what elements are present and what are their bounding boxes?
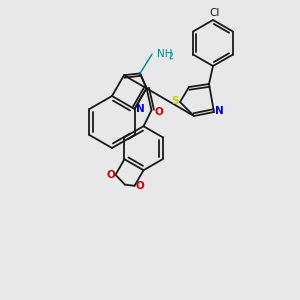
Text: Cl: Cl [210, 8, 220, 18]
Text: S: S [171, 96, 179, 106]
Text: NH: NH [157, 49, 172, 59]
Text: N: N [214, 106, 224, 116]
Text: O: O [154, 107, 163, 117]
Text: N: N [136, 104, 145, 114]
Text: O: O [106, 170, 115, 180]
Text: 2: 2 [168, 52, 173, 61]
Text: O: O [135, 181, 144, 191]
